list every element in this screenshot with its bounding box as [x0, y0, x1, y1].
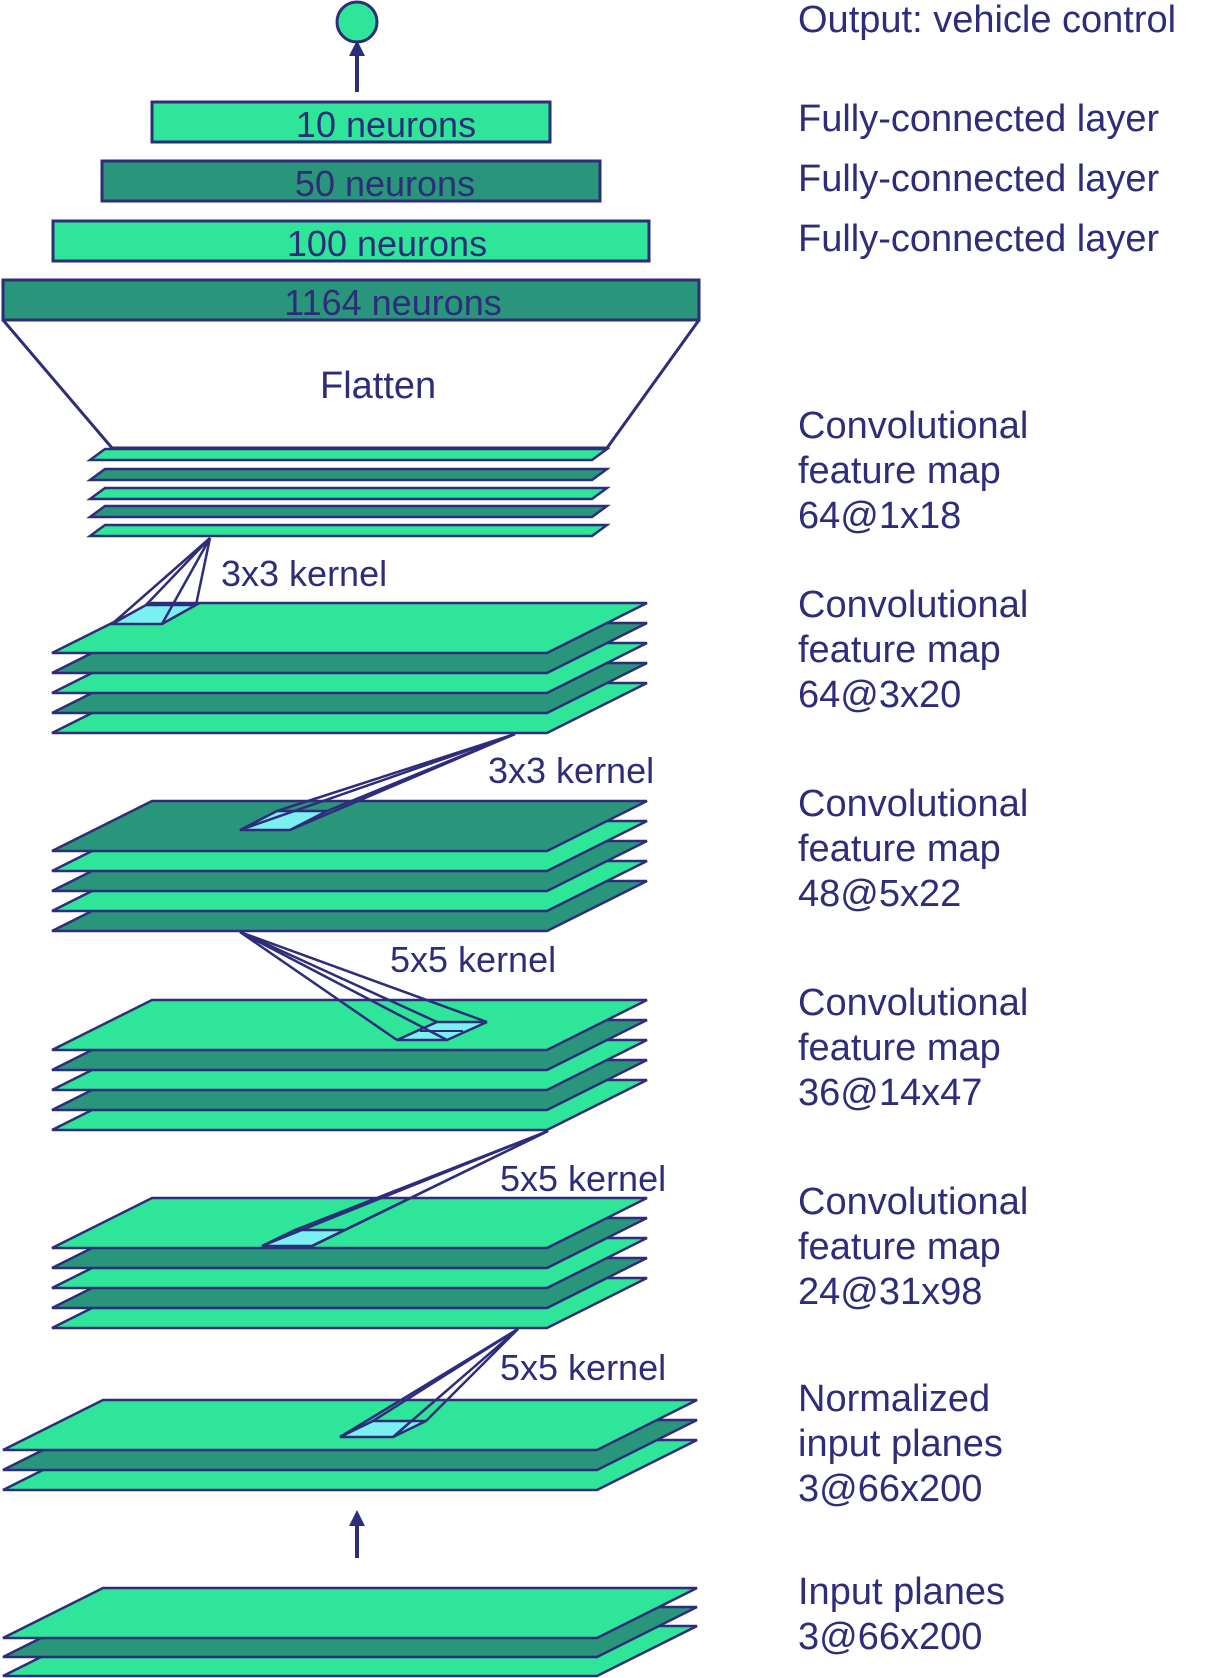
svg-text:feature map: feature map [798, 1027, 1001, 1069]
svg-text:input planes: input planes [798, 1423, 1003, 1465]
feature-map-label-2: Convolutional feature map 64@3x20 [798, 584, 1028, 716]
svg-text:3@66x200: 3@66x200 [798, 1616, 982, 1658]
kernel-3x3-upper [107, 537, 212, 626]
kernel-label-1: 3x3 kernel [221, 553, 387, 594]
svg-text:1164 neurons: 1164 neurons [284, 282, 502, 323]
kernel-label-4: 5x5 kernel [500, 1158, 666, 1199]
normalized-input-label: Normalized input planes 3@66x200 [798, 1378, 1003, 1510]
feature-map-label-5: Convolutional feature map 24@31x98 [798, 1181, 1028, 1313]
svg-text:50 neurons: 50 neurons [295, 163, 475, 204]
kernel-label-5: 5x5 kernel [500, 1347, 666, 1388]
svg-text:feature map: feature map [798, 629, 1001, 671]
feature-map-64x3x20 [51, 601, 648, 735]
svg-text:48@5x22: 48@5x22 [798, 873, 961, 915]
svg-text:Convolutional: Convolutional [798, 1181, 1028, 1223]
feature-map-label-1: Convolutional feature map 64@1x18 [798, 405, 1028, 537]
svg-text:Convolutional: Convolutional [798, 405, 1028, 447]
kernel-label-3: 5x5 kernel [390, 939, 556, 980]
svg-text:feature map: feature map [798, 1226, 1001, 1268]
fc-layer-label-2: Fully-connected layer [798, 158, 1160, 200]
normalized-input-planes [2, 1398, 698, 1492]
svg-text:100 neurons: 100 neurons [287, 223, 487, 264]
svg-text:24@31x98: 24@31x98 [798, 1271, 982, 1313]
fc-layer-label-1: Fully-connected layer [798, 98, 1160, 140]
input-planes-label: Input planes 3@66x200 [798, 1571, 1005, 1658]
svg-text:Convolutional: Convolutional [798, 584, 1028, 626]
fc-layer-10: 10 neurons [150, 100, 552, 145]
feature-map-24x31x98 [51, 1196, 648, 1330]
svg-text:Convolutional: Convolutional [798, 982, 1028, 1024]
feature-map-48x5x22 [51, 799, 648, 933]
svg-text:feature map: feature map [798, 450, 1001, 492]
kernel-5x5-lower [339, 1327, 519, 1439]
svg-text:64@3x20: 64@3x20 [798, 674, 961, 716]
fc-layer-label-3: Fully-connected layer [798, 218, 1160, 260]
kernel-3x3-lower [239, 732, 516, 832]
feature-map-64x1x18 [86, 447, 611, 538]
svg-text:Normalized: Normalized [798, 1378, 990, 1420]
kernel-5x5-middle [261, 1129, 549, 1248]
flatten-label: Flatten [320, 365, 436, 407]
flatten-layer-1164: 1164 neurons [1, 278, 701, 323]
svg-text:3@66x200: 3@66x200 [798, 1468, 982, 1510]
output-node [335, 0, 379, 44]
svg-text:Input planes: Input planes [798, 1571, 1005, 1613]
kernel-5x5-upper [239, 930, 488, 1042]
feature-map-36x14x47 [51, 998, 648, 1132]
svg-text:10 neurons: 10 neurons [296, 104, 476, 145]
kernel-label-2: 3x3 kernel [488, 750, 654, 791]
feature-map-label-4: Convolutional feature map 36@14x47 [798, 982, 1028, 1114]
feature-map-label-3: Convolutional feature map 48@5x22 [798, 783, 1028, 915]
svg-text:36@14x47: 36@14x47 [798, 1072, 982, 1114]
svg-text:64@1x18: 64@1x18 [798, 495, 961, 537]
input-planes [2, 1586, 698, 1678]
svg-text:feature map: feature map [798, 828, 1001, 870]
fc-layer-50: 50 neurons [100, 159, 602, 204]
output-label: Output: vehicle control [798, 0, 1176, 41]
svg-text:Convolutional: Convolutional [798, 783, 1028, 825]
fc-layer-100: 100 neurons [51, 219, 651, 264]
